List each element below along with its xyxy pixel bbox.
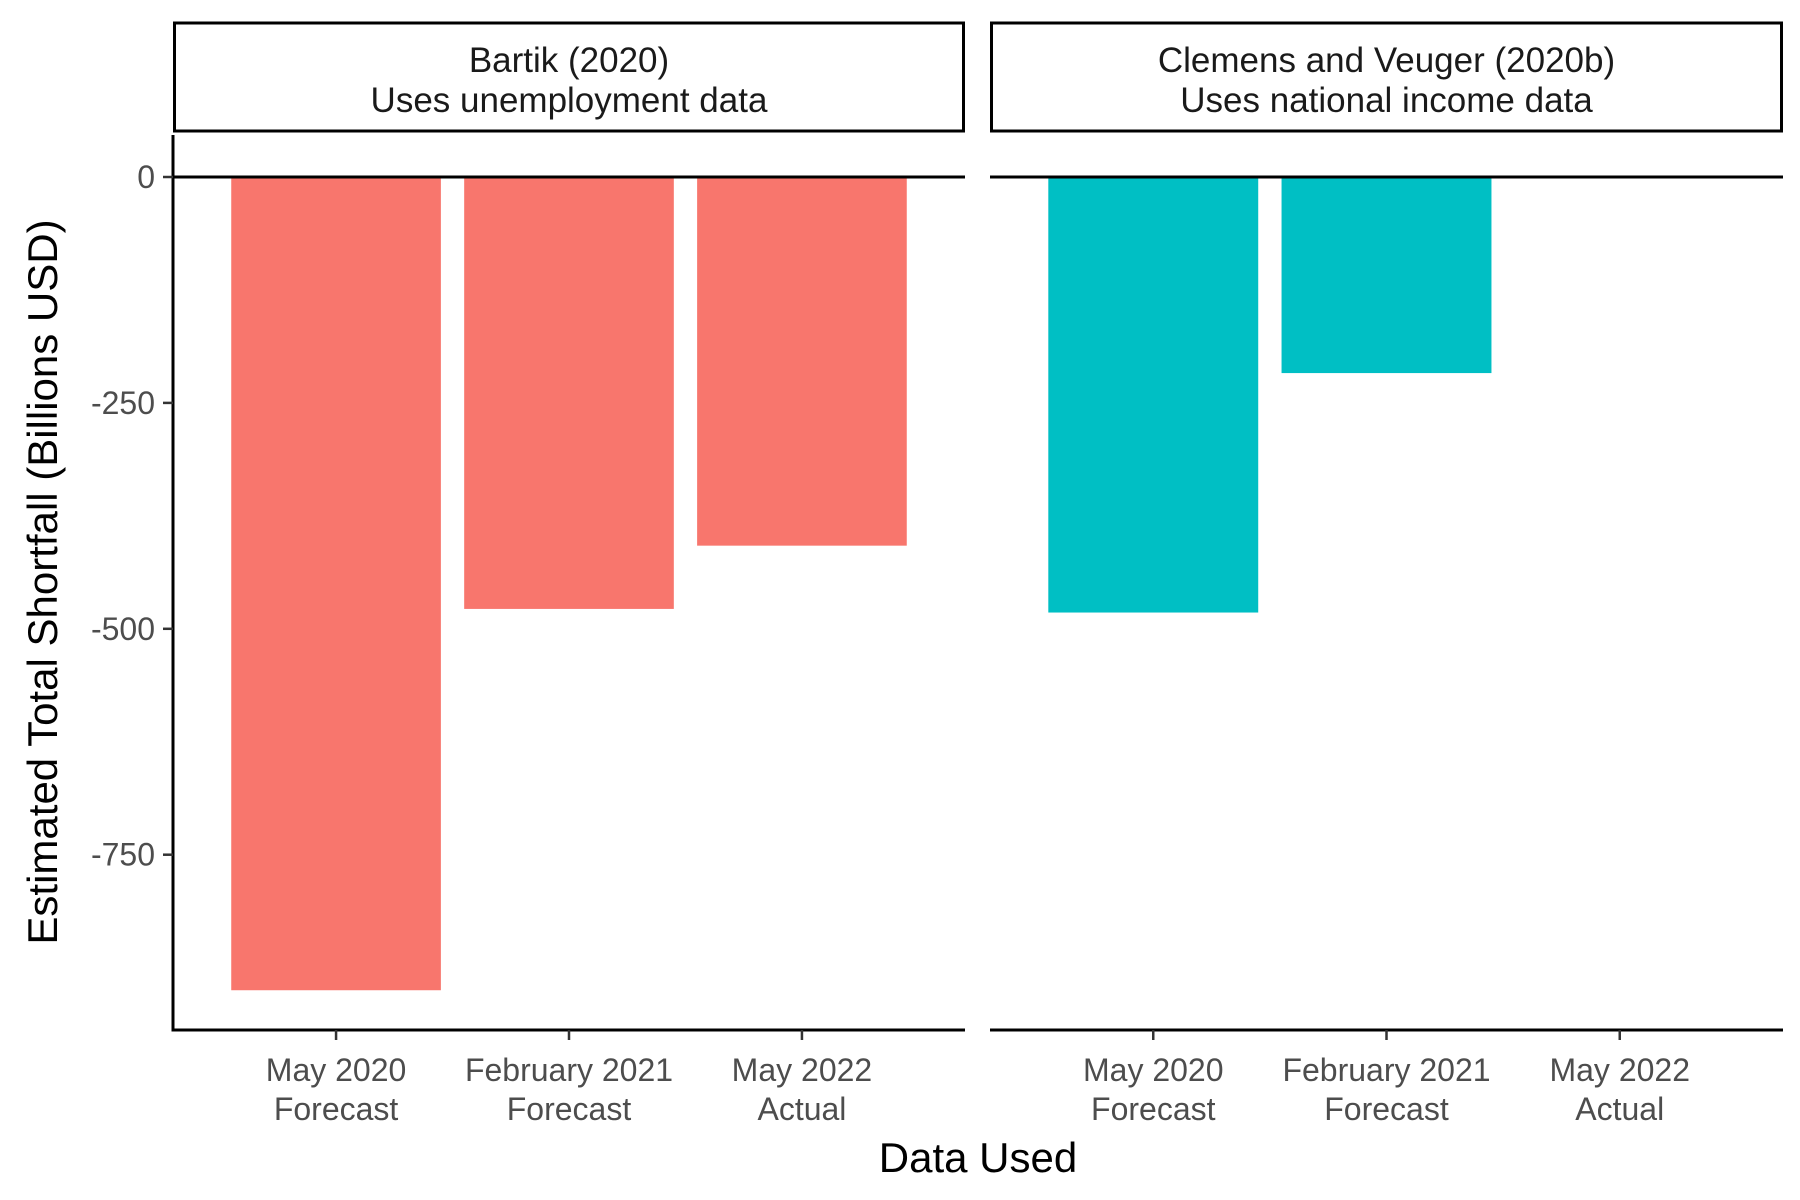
y-axis: 0 -250 -500 -750 (91, 135, 175, 1032)
x-tick-label: Forecast (274, 1091, 399, 1127)
x-tick-label: Actual (1575, 1091, 1664, 1127)
bar (1281, 177, 1492, 374)
bar (1048, 177, 1259, 613)
facet-strip-label: Bartik (2020) (469, 41, 669, 80)
x-tick-label: Forecast (1324, 1091, 1449, 1127)
x-tick-label: May 2020 (266, 1052, 407, 1088)
bar (231, 177, 441, 991)
x-tick-label: May 2020 (1083, 1052, 1224, 1088)
x-tick-label: Forecast (507, 1091, 632, 1127)
facet-strip-box (173, 21, 965, 133)
y-tick-label: -750 (91, 837, 155, 873)
facet-strip-label: Clemens and Veuger (2020b) (1158, 41, 1615, 80)
x-tick-label: Forecast (1091, 1091, 1216, 1127)
facet-panel: Bartik (2020)Uses unemployment data May 2… (173, 21, 965, 1127)
facet-strip-box (990, 21, 1783, 133)
bar (697, 177, 907, 546)
facets: Bartik (2020)Uses unemployment data May 2… (173, 21, 1783, 1127)
facet-strip-label: Uses unemployment data (371, 81, 768, 120)
facet-panel: Clemens and Veuger (2020b)Uses national … (990, 21, 1783, 1127)
x-tick-label: February 2021 (465, 1052, 673, 1088)
x-axis-title: Data Used (879, 1134, 1077, 1181)
x-tick-label: May 2022 (1549, 1052, 1690, 1088)
y-tick-label: 0 (137, 159, 155, 195)
x-tick-label: May 2022 (732, 1052, 873, 1088)
y-axis-title: Estimated Total Shortfall (Billions USD) (19, 219, 66, 944)
bar (464, 177, 674, 609)
y-tick-label: -250 (91, 385, 155, 421)
facet-strip-label: Uses national income data (1180, 81, 1593, 120)
x-tick-label: Actual (757, 1091, 846, 1127)
y-tick-label: -500 (91, 611, 155, 647)
x-tick-label: February 2021 (1282, 1052, 1490, 1088)
